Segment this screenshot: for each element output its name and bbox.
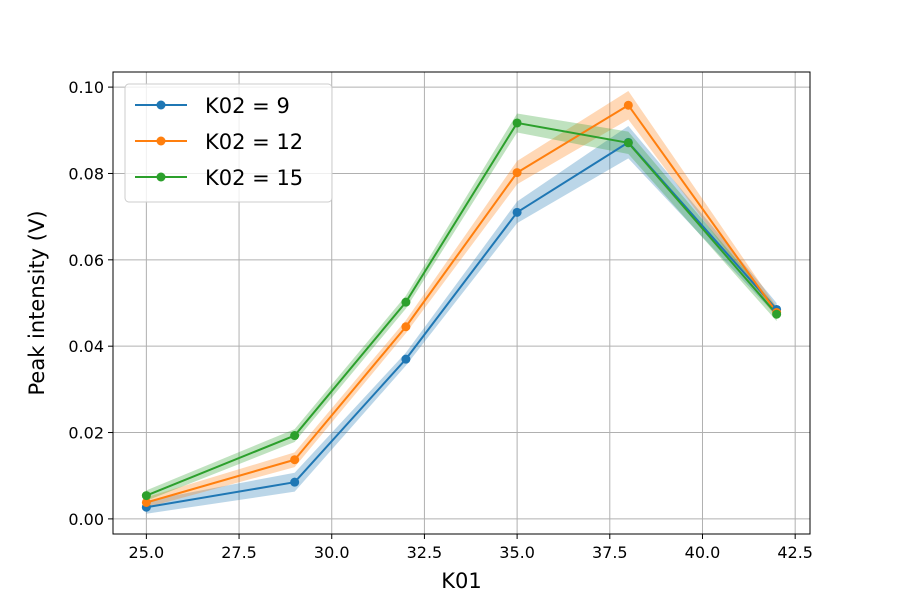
data-point-k02-15: [772, 309, 782, 319]
y-axis-title: Peak intensity (V): [25, 210, 49, 395]
y-tick-label: 0.06: [68, 251, 104, 270]
legend-label: K02 = 15: [205, 166, 303, 190]
x-tick-label: 42.5: [777, 543, 813, 562]
legend-marker-icon: [156, 136, 166, 146]
data-point-k02-9: [401, 354, 411, 364]
x-tick-label: 30.0: [314, 543, 350, 562]
x-tick-label: 35.0: [499, 543, 535, 562]
x-axis-title: K01: [441, 569, 482, 593]
data-point-k02-15: [401, 297, 411, 307]
data-point-k02-9: [512, 207, 522, 217]
data-point-k02-9: [290, 477, 300, 487]
series-line-k02-15: [145, 121, 778, 497]
data-point-k02-12: [290, 455, 300, 465]
y-axis-ticks: 0.00 0.02 0.04 0.06 0.08 0.10: [68, 78, 113, 529]
data-point-k02-12: [512, 168, 522, 178]
y-tick-label: 0.00: [68, 510, 104, 529]
legend-marker-icon: [156, 172, 166, 182]
legend-item-k02-9: K02 = 9: [135, 94, 290, 118]
y-tick-label: 0.04: [68, 337, 104, 356]
series-line-k02-12: [146, 104, 778, 504]
x-tick-label: 27.5: [221, 543, 257, 562]
x-tick-label: 32.5: [407, 543, 443, 562]
series-lines: [145, 104, 778, 509]
data-point-k02-12: [141, 497, 151, 507]
data-point-k02-12: [623, 100, 633, 110]
plot-area-frame: [112, 71, 811, 535]
y-tick-label: 0.02: [68, 424, 104, 443]
legend-item-k02-15: K02 = 15: [135, 166, 303, 190]
legend-box: [124, 83, 333, 203]
legend-label: K02 = 12: [205, 130, 303, 154]
data-point-k02-15: [512, 118, 522, 128]
y-tick-label: 0.08: [68, 164, 104, 183]
legend-label: K02 = 9: [205, 94, 290, 118]
data-point-k02-12: [401, 322, 411, 332]
x-axis-ticks: 25.0 27.5 30.0 32.5 35.0 37.5 40.0 42.5: [129, 534, 813, 562]
legend: K02 = 9 K02 = 12 K02 = 15: [124, 83, 333, 203]
data-point-k02-15: [290, 431, 300, 441]
data-point-k02-15: [141, 491, 151, 501]
data-point-k02-15: [623, 138, 633, 148]
y-tick-label: 0.10: [68, 78, 104, 97]
legend-item-k02-12: K02 = 12: [135, 130, 303, 154]
x-tick-label: 25.0: [129, 543, 165, 562]
series-markers: [141, 100, 782, 512]
legend-marker-icon: [156, 100, 166, 110]
x-tick-label: 40.0: [685, 543, 721, 562]
x-tick-label: 37.5: [592, 543, 628, 562]
